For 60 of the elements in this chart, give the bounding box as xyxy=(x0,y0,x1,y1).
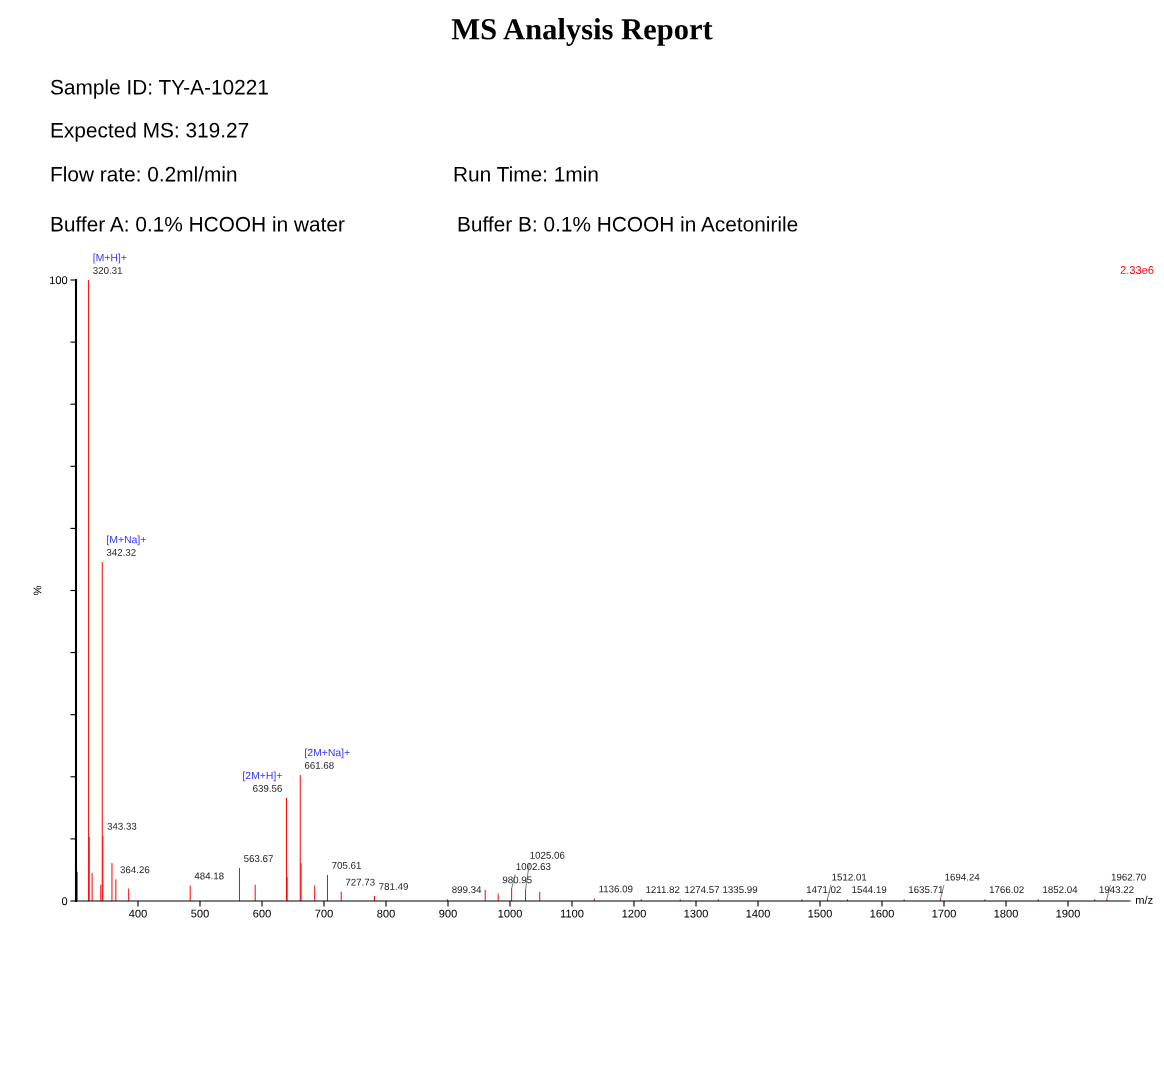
annotation: 1512.01 xyxy=(832,873,867,881)
annotation: [M+Na]+ xyxy=(107,535,146,546)
text: Run Time: 1min xyxy=(454,166,598,182)
annotation: 343.33 xyxy=(107,822,137,830)
annotation: 1025.06 xyxy=(530,851,565,859)
text: Flow rate: 0.2ml/min xyxy=(51,166,237,182)
text: Expected MS: 319.27 xyxy=(51,122,249,142)
annotation: 484.18 xyxy=(194,872,224,880)
y-tick-label: 0 xyxy=(61,897,68,906)
annotation: 727.73 xyxy=(345,878,375,886)
annotation: 563.67 xyxy=(244,855,273,862)
annotation: 1635.71 xyxy=(909,886,943,894)
x-tick-label: 1700 xyxy=(932,909,956,918)
annotation: 899.34 xyxy=(452,886,482,894)
annotation: 1943.22 xyxy=(1099,886,1134,894)
x-tick-label: 1000 xyxy=(498,909,522,918)
annotation: 1136.09 xyxy=(599,885,633,893)
annotation: 639.56 xyxy=(253,784,282,792)
annotation: 661.68 xyxy=(304,761,334,769)
text: Buffer B: 0.1% HCOOH in Acetonirile xyxy=(458,216,798,232)
annotation: 342.32 xyxy=(106,548,136,556)
annotation: 705.61 xyxy=(332,861,361,869)
annotation: [2M+H]+ xyxy=(243,771,282,782)
chart-title: MS Analysis Report xyxy=(451,18,713,46)
annotation: [M+H]+ xyxy=(93,253,127,264)
x-axis-title: m/z xyxy=(1136,895,1153,904)
text: Sample ID: TY-A-10221 xyxy=(50,79,268,99)
x-tick-label: 1600 xyxy=(870,909,894,918)
annotation: 1471.02 xyxy=(806,886,841,894)
x-tick-label: 1100 xyxy=(560,909,584,918)
x-tick-label: 500 xyxy=(191,909,209,918)
x-tick-label: 1800 xyxy=(994,909,1018,918)
x-tick-label: 800 xyxy=(377,909,395,918)
x-tick-label: 900 xyxy=(439,909,457,918)
x-tick-label: 600 xyxy=(253,909,271,918)
annotation: 1766.02 xyxy=(989,886,1024,894)
x-tick-label: 1200 xyxy=(622,909,646,918)
annotation: 1852.04 xyxy=(1043,886,1078,894)
annotation: 364.26 xyxy=(120,866,150,874)
annotation: 1694.24 xyxy=(945,873,980,881)
annotation: [2M+Na]+ xyxy=(305,748,350,759)
annotation: 1211.82 xyxy=(646,886,680,894)
x-tick-label: 700 xyxy=(315,909,333,918)
text: 2.33e6 xyxy=(1120,266,1154,274)
x-tick-label: 400 xyxy=(128,909,147,918)
x-tick-label: 1500 xyxy=(808,909,832,918)
text: Buffer A: 0.1% HCOOH in water xyxy=(51,216,345,232)
x-tick-label: 1300 xyxy=(684,909,708,918)
y-axis-title: % xyxy=(33,585,42,596)
annotation: 1335.99 xyxy=(723,886,758,894)
annotation: 1002.63 xyxy=(516,863,551,870)
annotation: 781.49 xyxy=(379,883,408,890)
y-tick-label: 100 xyxy=(49,276,68,285)
annotation: 320.31 xyxy=(93,267,123,274)
annotation: 980.95 xyxy=(502,876,532,884)
x-tick-label: 1900 xyxy=(1056,909,1080,918)
x-tick-label: 1400 xyxy=(746,909,770,918)
annotation: 1962.70 xyxy=(1111,873,1146,881)
annotation: 1274.57 xyxy=(685,886,720,894)
annotation: 1544.19 xyxy=(852,886,887,894)
